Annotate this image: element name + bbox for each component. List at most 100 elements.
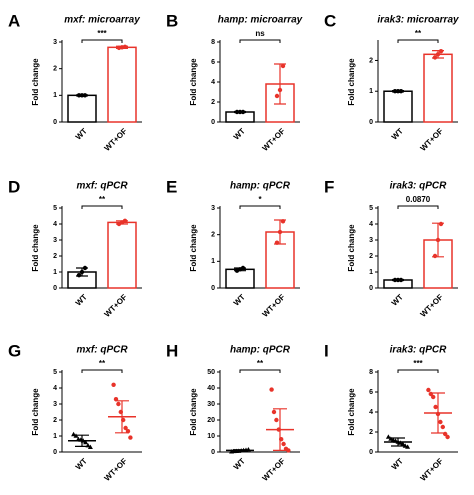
- y-axis-label: Fold change: [347, 224, 356, 272]
- point: [432, 55, 438, 60]
- panel-title: mxf: qPCR: [76, 345, 128, 356]
- y-tick-label: 3: [53, 401, 57, 408]
- point: [240, 265, 246, 271]
- x-tick-label: WT: [74, 126, 89, 141]
- significance-bracket: [81, 39, 123, 43]
- point: [435, 52, 441, 57]
- point: [240, 109, 246, 115]
- y-tick-label: 3: [369, 237, 373, 244]
- y-tick-label: 0: [211, 449, 215, 456]
- point: [274, 417, 279, 423]
- panel-title: hamp: microarray: [218, 15, 303, 26]
- y-tick-label: 0: [369, 285, 373, 292]
- panel-letter: C: [324, 11, 336, 30]
- panel-letter: G: [8, 341, 21, 360]
- y-tick-label: 2: [369, 253, 373, 260]
- significance-bracket: [397, 369, 439, 373]
- x-tick-label: WT: [390, 292, 405, 307]
- y-tick-label: 30: [207, 401, 215, 408]
- point: [385, 434, 391, 439]
- panel-title: mxf: qPCR: [76, 181, 128, 192]
- panel-letter: H: [166, 341, 178, 360]
- y-axis-label: Fold change: [189, 58, 198, 106]
- significance-label: **: [99, 195, 106, 204]
- y-tick-label: 1: [53, 269, 57, 276]
- x-tick-label: WT: [390, 126, 405, 141]
- error-bar: [115, 400, 129, 434]
- y-tick-label: 4: [369, 409, 373, 416]
- y-tick-label: 2: [211, 99, 215, 106]
- panel-title: mxf: microarray: [64, 15, 140, 26]
- point: [281, 441, 286, 447]
- point: [82, 93, 88, 98]
- point: [269, 387, 274, 392]
- bar: [225, 268, 255, 289]
- point: [280, 63, 286, 69]
- x-tick-label: WT+OF: [419, 292, 445, 318]
- significance-label: ***: [413, 359, 423, 368]
- y-axis-label: Fold change: [189, 388, 198, 436]
- y-tick-label: 0: [369, 449, 373, 456]
- x-tick-label: WT: [232, 292, 247, 307]
- panel-title: hamp: qPCR: [230, 345, 291, 356]
- panel-letter: B: [166, 11, 178, 30]
- point: [111, 382, 116, 387]
- bar: [383, 90, 413, 123]
- significance-label: **: [99, 359, 106, 368]
- y-tick-label: 2: [369, 429, 373, 436]
- y-tick-label: 4: [211, 79, 215, 86]
- x-tick-label: WT: [390, 456, 405, 471]
- y-tick-label: 4: [369, 221, 373, 228]
- significance-bracket: [81, 369, 123, 373]
- y-tick-label: 3: [211, 205, 215, 212]
- y-tick-label: 8: [369, 369, 373, 376]
- point: [433, 404, 438, 410]
- panel-letter: I: [324, 341, 329, 360]
- point: [122, 218, 128, 223]
- error-bar: [233, 449, 247, 452]
- point: [71, 431, 77, 437]
- point: [83, 439, 89, 445]
- bar: [423, 53, 453, 123]
- error-bar: [391, 437, 405, 447]
- y-tick-label: 0: [53, 285, 57, 292]
- y-tick-label: 5: [369, 205, 373, 212]
- panel-letter: E: [166, 177, 177, 196]
- x-tick-label: WT+OF: [103, 126, 129, 152]
- panel-letter: F: [324, 177, 334, 196]
- y-axis-label: Fold change: [347, 388, 356, 436]
- y-axis-label: Fold change: [189, 224, 198, 272]
- significance-label: 0.0870: [406, 195, 431, 204]
- point: [274, 240, 280, 245]
- y-tick-label: 2: [53, 417, 57, 424]
- y-tick-label: 1: [369, 88, 373, 95]
- x-tick-label: WT: [232, 126, 247, 141]
- point: [271, 409, 277, 415]
- point: [445, 434, 450, 440]
- x-tick-label: WT: [232, 456, 247, 471]
- y-tick-label: 2: [53, 66, 57, 73]
- significance-bracket: [397, 39, 439, 43]
- point: [438, 221, 444, 227]
- y-tick-label: 1: [369, 269, 373, 276]
- bar: [107, 221, 137, 289]
- y-tick-label: 20: [207, 417, 215, 424]
- y-axis-label: Fold change: [31, 388, 40, 436]
- y-tick-label: 3: [53, 39, 57, 46]
- y-tick-label: 5: [53, 369, 57, 376]
- point: [398, 89, 404, 94]
- significance-bracket: [397, 205, 439, 209]
- point: [286, 448, 291, 453]
- x-tick-label: WT+OF: [419, 126, 445, 152]
- point: [400, 441, 406, 446]
- x-tick-label: WT: [74, 456, 89, 471]
- y-tick-label: 2: [211, 232, 215, 239]
- point: [79, 269, 85, 275]
- error-bar: [75, 434, 89, 447]
- y-axis-label: Fold change: [347, 58, 356, 106]
- bar: [67, 94, 97, 123]
- significance-bracket: [81, 205, 123, 209]
- point: [438, 49, 444, 54]
- y-tick-label: 3: [53, 237, 57, 244]
- point: [280, 219, 286, 224]
